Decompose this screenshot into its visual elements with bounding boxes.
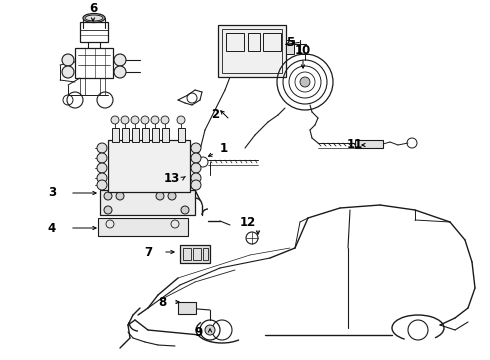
Circle shape <box>181 206 189 214</box>
Bar <box>183 248 191 260</box>
Circle shape <box>97 173 107 183</box>
Bar <box>248 33 260 51</box>
Text: 8: 8 <box>158 296 166 309</box>
Circle shape <box>191 143 201 153</box>
Circle shape <box>104 192 112 200</box>
Circle shape <box>121 116 129 124</box>
Bar <box>226 33 244 51</box>
Text: 10: 10 <box>295 44 311 57</box>
Text: 13: 13 <box>164 171 180 184</box>
Text: 1: 1 <box>220 141 228 154</box>
Text: 9: 9 <box>194 327 202 339</box>
Bar <box>263 33 281 51</box>
Circle shape <box>191 153 201 163</box>
Bar <box>100 190 195 215</box>
Bar <box>98 218 188 236</box>
Circle shape <box>168 192 176 200</box>
Circle shape <box>191 163 201 173</box>
Text: 5: 5 <box>286 36 294 49</box>
Text: 12: 12 <box>240 216 256 230</box>
Ellipse shape <box>83 13 105 22</box>
Circle shape <box>62 54 74 66</box>
Circle shape <box>62 66 74 78</box>
Bar <box>75 48 113 78</box>
Text: 3: 3 <box>48 186 56 199</box>
Bar <box>180 245 210 263</box>
Bar <box>178 128 185 142</box>
Circle shape <box>97 143 107 153</box>
Text: 2: 2 <box>211 108 219 122</box>
Circle shape <box>191 173 201 183</box>
Text: 7: 7 <box>144 246 152 258</box>
Text: 6: 6 <box>89 1 97 14</box>
Bar <box>222 29 282 73</box>
Circle shape <box>97 153 107 163</box>
Bar <box>142 128 149 142</box>
Circle shape <box>177 116 185 124</box>
Bar <box>108 140 190 192</box>
Text: 4: 4 <box>48 221 56 234</box>
Bar <box>178 302 196 314</box>
Circle shape <box>114 54 126 66</box>
Circle shape <box>161 116 169 124</box>
Circle shape <box>151 116 159 124</box>
Bar <box>218 25 286 77</box>
Text: 11: 11 <box>347 139 363 152</box>
Circle shape <box>156 192 164 200</box>
Bar <box>112 128 119 142</box>
Bar <box>162 128 169 142</box>
Bar <box>132 128 139 142</box>
Circle shape <box>131 116 139 124</box>
Bar <box>122 128 129 142</box>
Circle shape <box>97 163 107 173</box>
Circle shape <box>205 325 215 335</box>
Bar <box>193 248 201 260</box>
Bar <box>203 248 208 260</box>
Circle shape <box>116 192 124 200</box>
Circle shape <box>114 66 126 78</box>
Circle shape <box>104 206 112 214</box>
Bar <box>355 140 383 148</box>
Circle shape <box>141 116 149 124</box>
Bar <box>152 128 159 142</box>
Bar <box>286 40 294 54</box>
Circle shape <box>97 180 107 190</box>
Bar <box>80 22 108 42</box>
Circle shape <box>111 116 119 124</box>
Circle shape <box>300 77 310 87</box>
Circle shape <box>191 180 201 190</box>
